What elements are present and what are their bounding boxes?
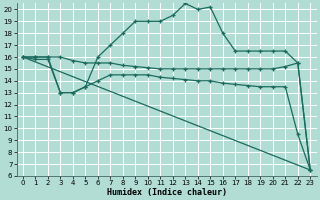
X-axis label: Humidex (Indice chaleur): Humidex (Indice chaleur) [107, 188, 227, 197]
